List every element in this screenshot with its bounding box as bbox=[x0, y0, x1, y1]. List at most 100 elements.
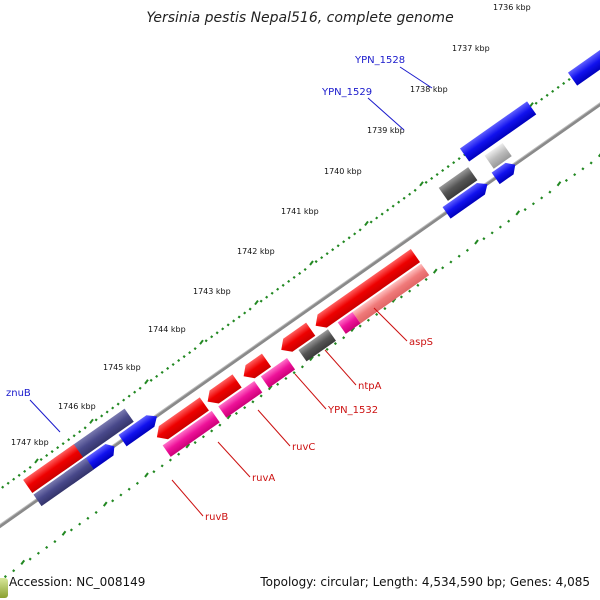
outer-tick bbox=[402, 196, 406, 200]
kbp-tick-label: 1737 kbp bbox=[452, 44, 490, 53]
inner-tick bbox=[300, 365, 304, 369]
inner-tick bbox=[135, 481, 139, 485]
page-title: Yersinia pestis Nepal516, complete genom… bbox=[146, 10, 454, 26]
outer-tick bbox=[12, 477, 16, 481]
outer-tick bbox=[221, 327, 225, 331]
inner-tick bbox=[193, 441, 197, 445]
gene-ntpA[interactable] bbox=[311, 303, 344, 332]
gene-ypn-1532-grey[interactable] bbox=[298, 329, 336, 362]
gene-label-reverse[interactable]: ruvB bbox=[205, 512, 228, 523]
inner-tick bbox=[408, 289, 412, 293]
outer-tick bbox=[6, 481, 10, 485]
inner-tick bbox=[498, 225, 502, 229]
outer-tick bbox=[298, 271, 302, 275]
outer-tick bbox=[177, 358, 181, 363]
inner-tick bbox=[36, 551, 40, 555]
outer-tick bbox=[353, 232, 357, 236]
outer-tick bbox=[138, 386, 142, 390]
inner-tick bbox=[267, 385, 273, 391]
outer-tick-row bbox=[1, 58, 599, 489]
gene-ruvB-rna[interactable] bbox=[162, 410, 220, 457]
gene-ypn-1529-block[interactable] bbox=[438, 167, 478, 201]
gene-label-reverse[interactable]: ruvC bbox=[292, 442, 315, 453]
inner-tick bbox=[432, 268, 438, 274]
inner-tick bbox=[28, 557, 32, 561]
gene-ruvA[interactable] bbox=[203, 374, 242, 408]
outer-tick bbox=[248, 307, 252, 311]
inner-tick bbox=[201, 435, 205, 439]
outer-tick bbox=[292, 275, 296, 279]
outer-tick bbox=[303, 267, 307, 272]
inner-tick bbox=[94, 510, 98, 515]
outer-tick bbox=[364, 220, 369, 227]
gene-ruvB[interactable] bbox=[152, 397, 209, 443]
kbp-labels: 1736 kbp 1737 kbp 1738 kbp 1739 kbp 1740 kbp… bbox=[11, 3, 531, 447]
reverse-strand bbox=[152, 248, 430, 457]
gene-labels: YPN_1528 YPN_1529 znuB aspS ntpA YPN_1532 ruvC… bbox=[6, 55, 433, 523]
gene-label-reverse[interactable]: YPN_1532 bbox=[327, 405, 378, 416]
gene-leader-line bbox=[294, 373, 327, 410]
gene-ypn-1532[interactable] bbox=[277, 322, 316, 357]
gene-label-forward[interactable]: YPN_1529 bbox=[321, 87, 372, 98]
outer-tick bbox=[419, 181, 424, 187]
kbp-tick-label: 1746 kbp bbox=[58, 402, 96, 411]
inner-tick bbox=[119, 493, 123, 497]
outer-tick bbox=[413, 188, 417, 192]
inner-tick bbox=[589, 161, 593, 165]
gene-ntpA-rna[interactable] bbox=[337, 312, 361, 334]
gene-label-reverse[interactable]: ntpA bbox=[358, 381, 382, 392]
outer-tick bbox=[529, 102, 534, 108]
outer-tick bbox=[375, 216, 379, 220]
outer-tick bbox=[276, 287, 280, 291]
gene-label-reverse[interactable]: ruvA bbox=[252, 473, 275, 484]
gene-light-grey[interactable] bbox=[484, 142, 512, 169]
gene-label-forward[interactable]: YPN_1528 bbox=[354, 55, 405, 66]
outer-tick bbox=[160, 370, 164, 374]
kbp-tick-label: 1736 kbp bbox=[493, 3, 531, 12]
outer-tick bbox=[391, 204, 395, 208]
inner-tick bbox=[226, 414, 232, 420]
inner-tick bbox=[523, 208, 527, 212]
forward-strand bbox=[23, 42, 600, 507]
gene-blue-a[interactable] bbox=[442, 178, 492, 219]
outer-tick bbox=[100, 414, 104, 418]
outer-tick bbox=[50, 450, 54, 454]
outer-tick bbox=[265, 295, 269, 299]
gene-ruvA-rna[interactable] bbox=[218, 381, 263, 418]
gene-ruvC-rna[interactable] bbox=[260, 358, 296, 388]
gene-bottom-red[interactable] bbox=[23, 444, 84, 494]
inner-tick bbox=[342, 336, 346, 340]
inner-tick bbox=[424, 277, 428, 282]
outer-tick bbox=[67, 438, 71, 442]
gene-leader-line bbox=[373, 307, 408, 342]
gene-aspS[interactable] bbox=[327, 248, 421, 321]
gene-leader-line bbox=[29, 399, 61, 433]
inner-tick bbox=[333, 342, 337, 346]
gene-label-reverse[interactable]: aspS bbox=[409, 337, 433, 348]
outer-tick bbox=[83, 426, 87, 430]
gene-bottom-navy[interactable] bbox=[33, 457, 94, 507]
outer-tick bbox=[441, 168, 445, 173]
outer-tick bbox=[369, 220, 373, 224]
outer-tick bbox=[127, 394, 131, 398]
outer-tick bbox=[457, 157, 461, 161]
inner-tick bbox=[144, 472, 149, 478]
outer-tick bbox=[380, 212, 384, 216]
gene-aspS-light[interactable] bbox=[352, 263, 430, 324]
gene-ruvC[interactable] bbox=[239, 353, 272, 383]
inner-tick bbox=[317, 353, 321, 357]
inner-tick bbox=[358, 324, 362, 328]
gene-ypn-1528-block[interactable] bbox=[459, 42, 600, 162]
outer-tick bbox=[149, 378, 153, 382]
inner-tick bbox=[515, 210, 521, 216]
inner-tick bbox=[383, 307, 387, 311]
outer-tick bbox=[28, 465, 32, 469]
inner-tick bbox=[177, 452, 181, 456]
outer-tick bbox=[105, 410, 109, 414]
outer-tick bbox=[397, 200, 401, 204]
gene-label-forward[interactable]: znuB bbox=[6, 388, 31, 399]
inner-tick bbox=[556, 181, 562, 187]
gene-blue-small[interactable] bbox=[491, 159, 520, 185]
outer-tick bbox=[452, 161, 456, 165]
inner-tick bbox=[12, 569, 16, 573]
